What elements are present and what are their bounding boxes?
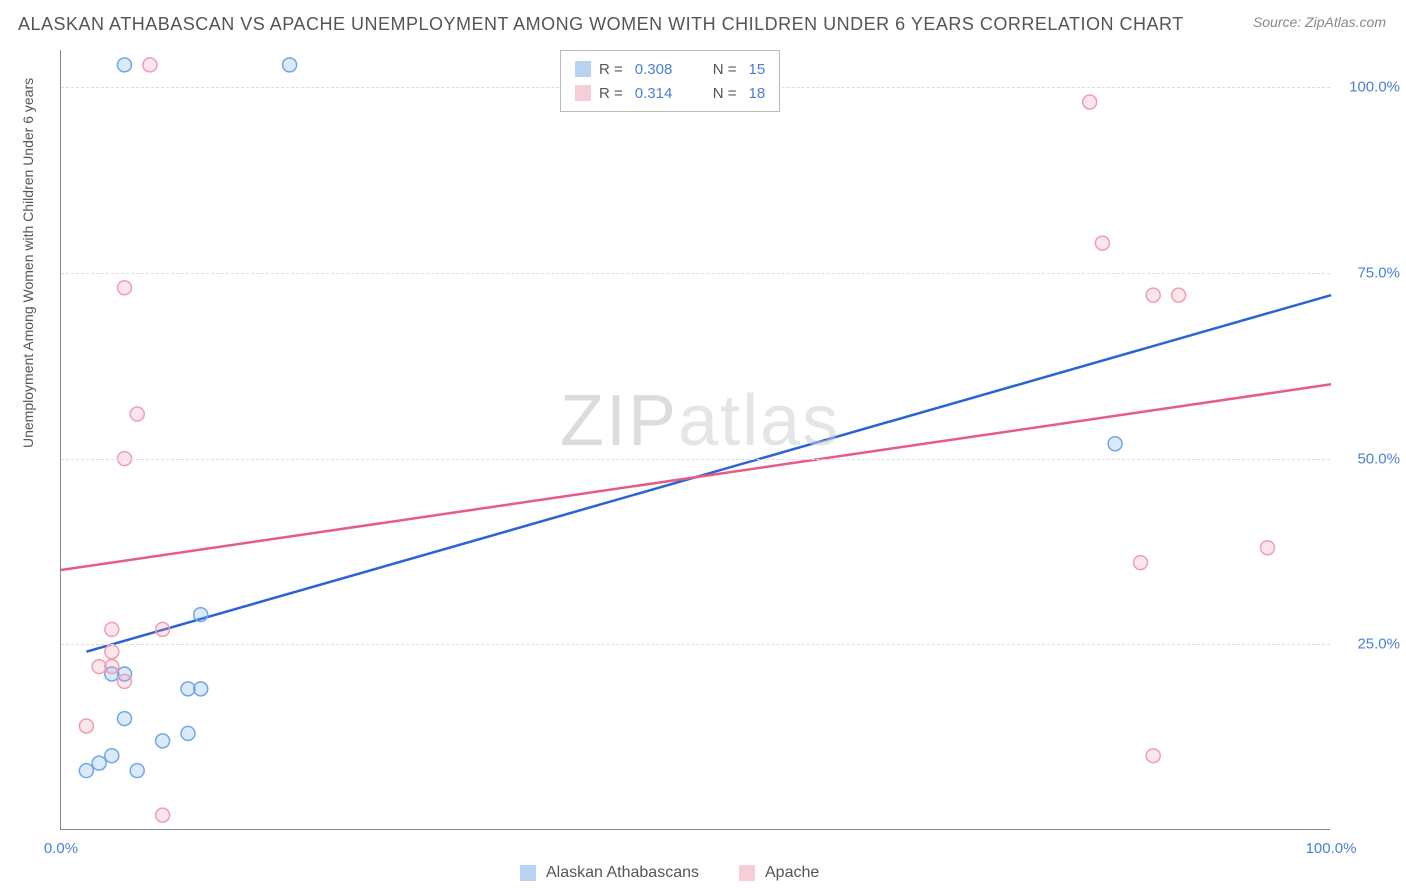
scatter-point xyxy=(105,645,119,659)
y-axis-label: Unemployment Among Women with Children U… xyxy=(20,78,36,448)
legend-series-label: Apache xyxy=(765,864,819,882)
y-tick-label: 25.0% xyxy=(1340,636,1400,653)
source-label: Source: xyxy=(1253,14,1305,30)
scatter-point xyxy=(194,608,208,622)
scatter-point xyxy=(118,58,132,72)
legend-n-label: N = xyxy=(713,85,737,102)
legend-correlation-row: R = 0.308 N = 15 xyxy=(575,57,765,81)
scatter-point xyxy=(105,660,119,674)
scatter-point xyxy=(92,660,106,674)
legend-r-label: R = xyxy=(599,85,623,102)
legend-series-item: Apache xyxy=(739,864,819,882)
legend-swatch xyxy=(575,61,591,77)
legend-n-label: N = xyxy=(713,61,737,78)
scatter-point xyxy=(143,58,157,72)
legend-swatch xyxy=(739,865,755,881)
legend-n-value: 15 xyxy=(749,61,766,78)
y-tick-label: 75.0% xyxy=(1340,264,1400,281)
chart-title: ALASKAN ATHABASCAN VS APACHE UNEMPLOYMEN… xyxy=(18,14,1184,35)
trend-line xyxy=(61,384,1331,570)
scatter-point xyxy=(1083,95,1097,109)
scatter-point xyxy=(92,756,106,770)
gridline xyxy=(61,459,1330,460)
legend-n-value: 18 xyxy=(749,85,766,102)
trend-line xyxy=(86,295,1331,652)
legend-swatch xyxy=(520,865,536,881)
plot-area: 25.0%50.0%75.0%100.0%0.0%100.0% xyxy=(60,50,1330,830)
legend-correlation: R = 0.308 N = 15 R = 0.314 N = 18 xyxy=(560,50,780,112)
scatter-point xyxy=(1095,236,1109,250)
legend-swatch xyxy=(575,85,591,101)
scatter-point xyxy=(194,682,208,696)
scatter-point xyxy=(105,749,119,763)
scatter-point xyxy=(283,58,297,72)
source-site: ZipAtlas.com xyxy=(1305,14,1386,30)
source-attribution: Source: ZipAtlas.com xyxy=(1253,14,1386,30)
scatter-point xyxy=(1172,288,1186,302)
scatter-point xyxy=(181,682,195,696)
scatter-point xyxy=(181,726,195,740)
scatter-point xyxy=(156,734,170,748)
scatter-point xyxy=(118,712,132,726)
scatter-point xyxy=(156,622,170,636)
scatter-point xyxy=(1146,749,1160,763)
scatter-point xyxy=(130,407,144,421)
x-tick-label: 100.0% xyxy=(1306,840,1357,857)
scatter-point xyxy=(105,622,119,636)
scatter-point xyxy=(79,719,93,733)
scatter-point xyxy=(1134,556,1148,570)
scatter-point xyxy=(79,764,93,778)
legend-series: Alaskan Athabascans Apache xyxy=(520,864,819,882)
legend-r-label: R = xyxy=(599,61,623,78)
scatter-point xyxy=(118,674,132,688)
legend-r-value: 0.314 xyxy=(635,85,695,102)
legend-series-item: Alaskan Athabascans xyxy=(520,864,699,882)
scatter-point xyxy=(130,764,144,778)
scatter-point xyxy=(1108,437,1122,451)
gridline xyxy=(61,644,1330,645)
scatter-point xyxy=(1261,541,1275,555)
plot-svg xyxy=(61,50,1330,829)
scatter-point xyxy=(118,281,132,295)
y-tick-label: 50.0% xyxy=(1340,450,1400,467)
x-tick-label: 0.0% xyxy=(44,840,78,857)
legend-series-label: Alaskan Athabascans xyxy=(546,864,699,882)
legend-correlation-row: R = 0.314 N = 18 xyxy=(575,81,765,105)
scatter-point xyxy=(156,808,170,822)
scatter-point xyxy=(1146,288,1160,302)
legend-r-value: 0.308 xyxy=(635,61,695,78)
y-tick-label: 100.0% xyxy=(1340,79,1400,96)
gridline xyxy=(61,273,1330,274)
